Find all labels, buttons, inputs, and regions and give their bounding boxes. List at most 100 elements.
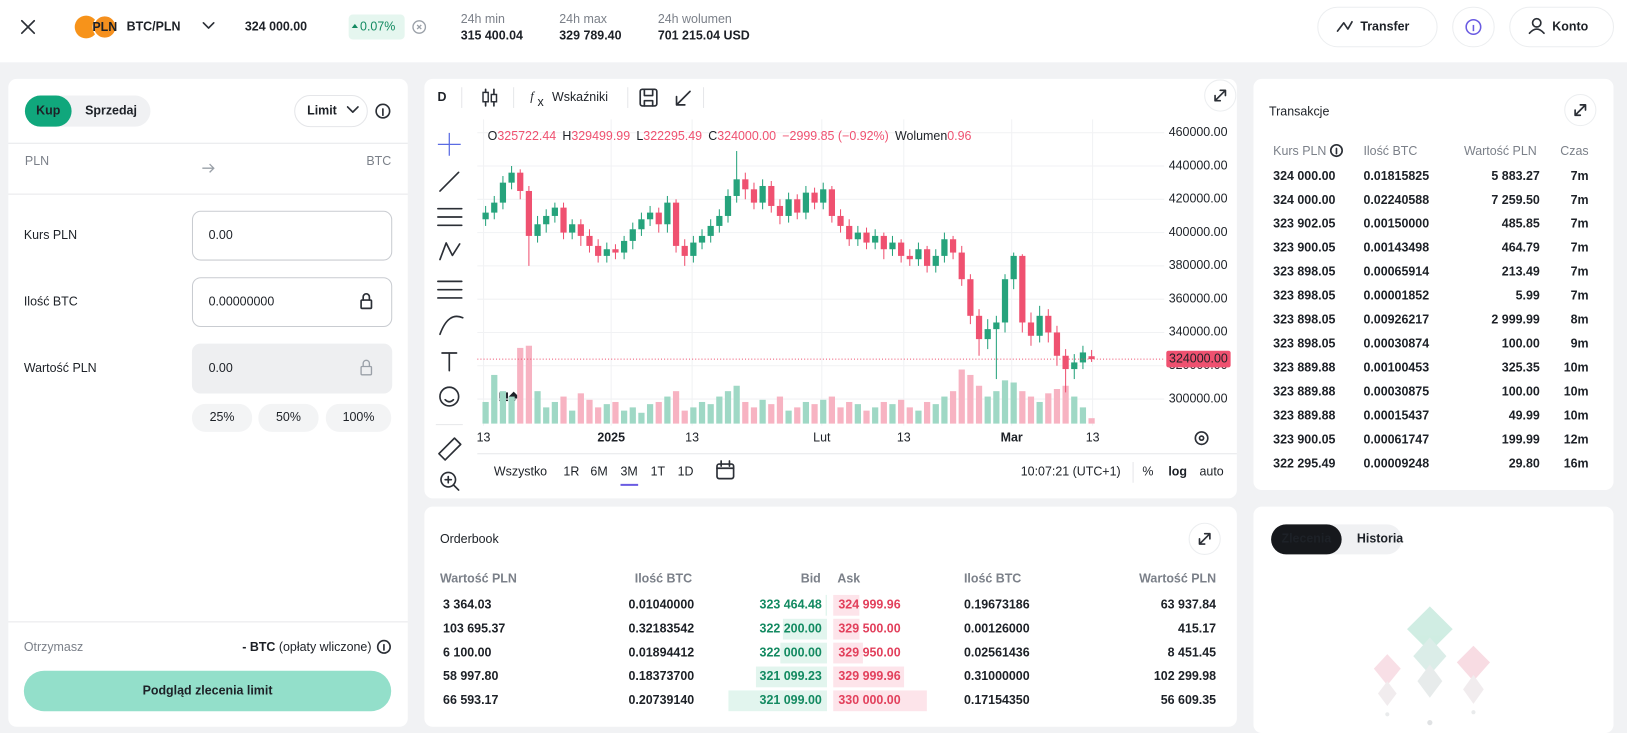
trade-cell: 7m <box>1571 169 1589 183</box>
orders-tab-active[interactable] <box>1271 524 1342 555</box>
clear-icon[interactable] <box>412 20 427 34</box>
save-icon[interactable] <box>639 88 658 107</box>
candle-body <box>802 192 810 213</box>
candle-body <box>906 255 913 260</box>
range-button[interactable]: 1D <box>678 465 694 479</box>
bid-price[interactable]: 322 200.00 <box>760 621 822 635</box>
candle-body <box>482 212 489 220</box>
text-tool[interactable] <box>441 352 458 372</box>
scale-option[interactable]: auto <box>1199 465 1223 479</box>
transfer-button[interactable] <box>1317 6 1438 48</box>
bid-price[interactable]: 323 464.48 <box>760 598 822 612</box>
lock-icon[interactable] <box>360 293 373 310</box>
expand-button[interactable] <box>1564 93 1597 127</box>
ask-price[interactable]: 329 999.96 <box>838 669 900 683</box>
trade-cell: 213.49 <box>1502 265 1540 279</box>
ask-price[interactable]: 330 000.00 <box>838 693 900 707</box>
range-button[interactable]: 6M <box>590 465 607 479</box>
trade-cell: 7m <box>1571 217 1589 231</box>
submit-label[interactable]: Podgląd zlecenia limit <box>143 684 273 698</box>
stat-label: 24h wolumen <box>658 12 732 26</box>
submit-button[interactable] <box>23 670 392 712</box>
volume-bar <box>949 391 957 424</box>
range-button[interactable]: Wszystko <box>494 465 547 479</box>
field-placeholder: 0.00000000 <box>209 294 275 308</box>
amount-input[interactable] <box>191 277 393 328</box>
order-type-select[interactable] <box>294 94 368 128</box>
fx-icon[interactable]: f <box>530 89 535 103</box>
volume-bar <box>811 404 818 424</box>
stat-value: 315 400.04 <box>461 29 523 43</box>
projection-tool[interactable] <box>437 280 463 299</box>
candle-type-icon[interactable] <box>482 88 498 107</box>
volume-bar <box>569 410 576 424</box>
orders-tab[interactable]: Zlecenia <box>1281 532 1331 546</box>
ruler-tool[interactable] <box>438 437 462 461</box>
trade-cell: 7m <box>1571 289 1589 303</box>
date-range-icon[interactable] <box>716 460 735 480</box>
pln-icon <box>92 14 117 40</box>
trade-cell: 100.00 <box>1502 337 1540 351</box>
ask-price[interactable]: 329 500.00 <box>838 621 900 635</box>
sell-tab-label[interactable]: Sprzedaj <box>85 103 137 117</box>
history-tab[interactable]: Historia <box>1357 532 1403 546</box>
buy-tab[interactable] <box>24 95 72 127</box>
field-placeholder: 0.00 <box>209 361 233 375</box>
price-input[interactable] <box>191 210 393 261</box>
percent-label[interactable]: 50% <box>276 410 301 424</box>
expand-button[interactable] <box>1188 522 1221 555</box>
trade-cell: 0.00001852 <box>1363 289 1429 303</box>
emoji-tool[interactable] <box>439 386 460 407</box>
ask-price[interactable]: 329 950.00 <box>838 645 900 659</box>
fib-tool[interactable] <box>437 207 463 227</box>
snapshot-icon[interactable] <box>675 90 691 106</box>
volume-bar <box>915 410 922 424</box>
y-tick-label: 300000.00 <box>1169 391 1228 405</box>
pair[interactable]: BTC/PLN <box>127 19 181 33</box>
candle-body <box>1001 279 1009 323</box>
trade-cell: 0.00015437 <box>1363 409 1429 423</box>
trendline-tool[interactable] <box>439 171 460 192</box>
indicators[interactable]: Wskaźniki <box>552 90 608 104</box>
buy-tab-label[interactable]: Kup <box>36 103 61 117</box>
bid-price[interactable]: 321 099.00 <box>760 693 822 707</box>
crosshair-tool[interactable] <box>437 132 461 156</box>
bid-price[interactable]: 321 099.23 <box>760 669 822 683</box>
x-tick-label: 13 <box>1086 430 1100 444</box>
trade-cell: 16m <box>1564 457 1589 471</box>
interval[interactable]: D <box>438 90 447 104</box>
plot: 300000.00320000.00340000.00360000.003800… <box>477 119 1231 444</box>
zoom-tool[interactable] <box>440 471 460 491</box>
trade-cell: 0.00143498 <box>1363 241 1429 255</box>
range-button[interactable]: 3M <box>621 465 638 479</box>
percent-label[interactable]: 100% <box>343 410 375 424</box>
plot-area <box>477 119 1165 426</box>
info-icon <box>1465 18 1482 36</box>
volume-bar <box>1053 388 1061 424</box>
pattern-tool[interactable] <box>439 242 461 261</box>
percent-button[interactable] <box>258 403 319 432</box>
bid-price[interactable]: 322 000.00 <box>760 645 822 659</box>
scale-option[interactable]: log <box>1168 465 1187 479</box>
ohlc-value: 322295.49 <box>643 129 702 143</box>
brush-tool[interactable] <box>439 315 464 336</box>
percent-button[interactable] <box>325 403 392 432</box>
range-button[interactable]: 1T <box>651 465 666 479</box>
volume-bar <box>768 404 775 424</box>
settings-icon[interactable] <box>1194 431 1209 446</box>
candle-body <box>794 199 801 213</box>
expand-button[interactable] <box>1204 79 1237 112</box>
percent-label[interactable]: 25% <box>210 410 235 424</box>
volume-bar <box>776 396 784 424</box>
price-change: 0.07% <box>360 19 395 33</box>
close-button[interactable] <box>9 8 47 46</box>
percent-button[interactable] <box>191 403 253 432</box>
ask-price[interactable]: 324 999.96 <box>838 598 900 612</box>
pair-chevron[interactable] <box>202 22 215 29</box>
trade-cell: 324 000.00 <box>1273 169 1335 183</box>
candle-body <box>932 255 939 266</box>
range-button[interactable]: 1R <box>563 465 579 479</box>
scale-option[interactable]: % <box>1142 465 1153 479</box>
volume-value: 0.96 <box>947 129 971 143</box>
account-button[interactable] <box>1509 6 1615 48</box>
